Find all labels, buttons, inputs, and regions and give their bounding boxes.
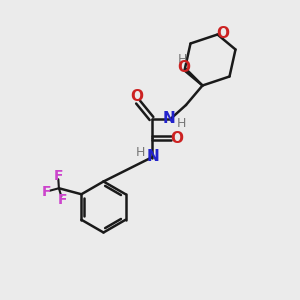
Text: N: N [163, 111, 176, 126]
Text: N: N [147, 148, 159, 164]
Text: H: H [135, 146, 145, 159]
Text: H: H [178, 53, 187, 66]
Text: F: F [42, 185, 51, 199]
Text: F: F [58, 193, 67, 207]
Text: O: O [170, 130, 183, 146]
Text: F: F [54, 169, 63, 183]
Text: O: O [130, 89, 143, 104]
Text: H: H [177, 116, 186, 130]
Text: O: O [216, 26, 230, 40]
Text: O: O [177, 60, 190, 75]
